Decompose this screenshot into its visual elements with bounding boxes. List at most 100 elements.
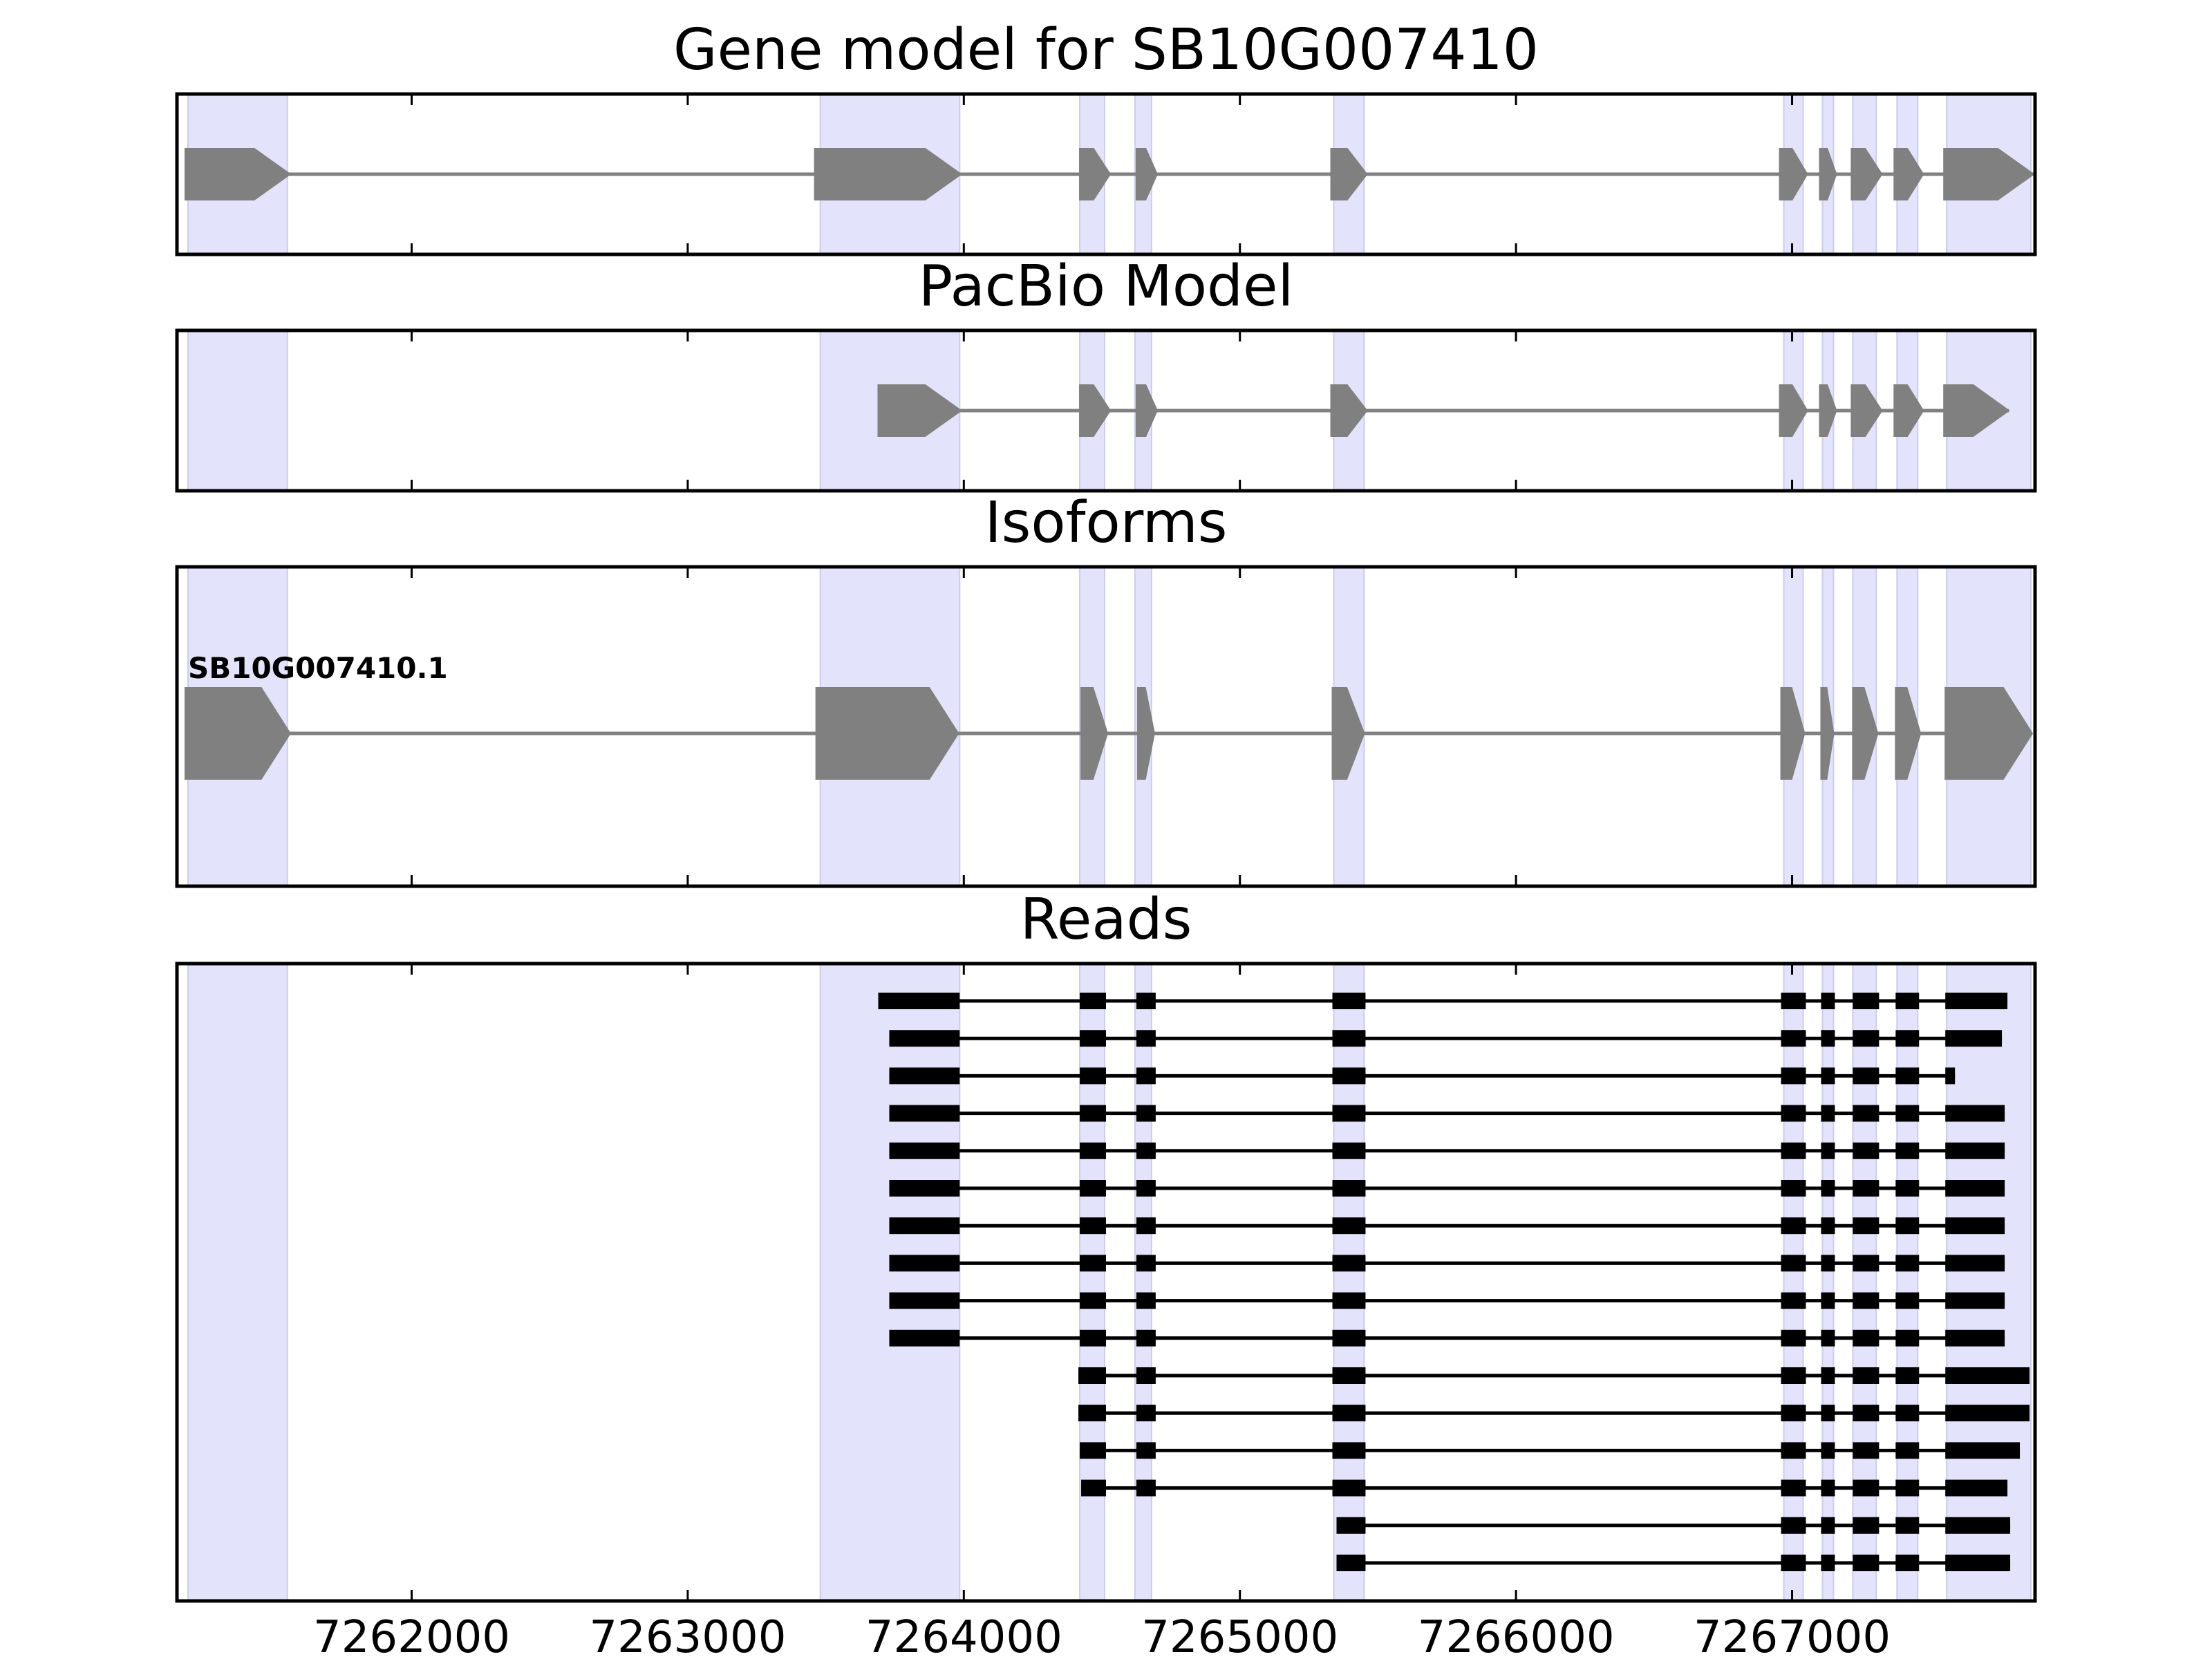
exon-block <box>1820 687 1835 780</box>
read-block <box>1945 993 2008 1009</box>
read-block <box>889 1030 960 1047</box>
read-block <box>1781 1329 1806 1347</box>
read-block <box>1945 1030 2003 1047</box>
highlight-region <box>1079 963 1106 1602</box>
read-row <box>1336 1517 2011 1534</box>
read-block <box>889 1180 960 1197</box>
isoform-label: SB10G007410.1 <box>188 651 448 685</box>
read-block <box>1945 1142 2005 1159</box>
read-block <box>1080 1180 1106 1197</box>
read-block <box>1821 1329 1835 1347</box>
exon-block <box>1852 687 1879 780</box>
read-block <box>1821 1367 1835 1384</box>
exon-block <box>1079 384 1112 437</box>
read-block <box>1821 1030 1835 1047</box>
read-row <box>1078 1367 2030 1384</box>
read-block <box>1781 1442 1806 1459</box>
panel-title-isoforms: Isoforms <box>985 490 1228 556</box>
read-block <box>1781 1367 1806 1384</box>
axes-frame <box>175 92 2037 256</box>
read-block <box>1895 1329 1920 1347</box>
x-tick-label: 7262000 <box>313 1612 510 1659</box>
highlight-region <box>1821 963 1835 1602</box>
read-block <box>1781 1105 1806 1122</box>
highlight-region <box>1946 963 2032 1602</box>
read-block <box>1781 993 1806 1009</box>
highlight-region <box>187 330 288 491</box>
read-block <box>1136 1067 1156 1085</box>
read-row <box>878 993 2008 1009</box>
read-block <box>1853 1405 1880 1422</box>
read-block <box>1895 1180 1920 1197</box>
read-block <box>1781 1479 1806 1497</box>
panel-gene: Gene model for SB10G007410 <box>175 17 2037 256</box>
read-block <box>1336 1555 1366 1571</box>
read-row <box>889 1030 2003 1047</box>
read-row <box>1078 1405 2030 1422</box>
exon-block <box>815 687 959 780</box>
read-row <box>889 1292 2005 1309</box>
read-block <box>1080 1142 1106 1159</box>
exon-block <box>1850 148 1883 200</box>
read-block <box>878 993 960 1009</box>
read-block <box>889 1292 960 1309</box>
read-row <box>1336 1555 2011 1571</box>
read-block <box>1821 1255 1835 1272</box>
read-block <box>1821 1517 1835 1534</box>
read-block <box>1853 1217 1880 1235</box>
read-block <box>1781 1180 1806 1197</box>
read-block <box>1332 1329 1366 1347</box>
read-block <box>1080 1329 1106 1347</box>
read-block <box>1895 1255 1920 1272</box>
read-block <box>1821 1292 1835 1309</box>
highlight-region <box>1896 963 1919 1602</box>
exon-block <box>1136 687 1155 780</box>
read-block <box>1853 1329 1880 1347</box>
read-block <box>1945 1442 2021 1459</box>
read-block <box>1895 1517 1920 1534</box>
exon-block <box>184 687 291 780</box>
read-block <box>1821 1555 1835 1571</box>
highlight-region <box>1134 963 1152 1602</box>
highlight-region <box>1333 963 1365 1602</box>
read-block <box>1821 1105 1835 1122</box>
exon-block <box>814 148 963 200</box>
highlight-region <box>1852 963 1877 1602</box>
read-block <box>1945 1180 2005 1197</box>
exon-block <box>1893 384 1924 437</box>
read-block <box>1781 1255 1806 1272</box>
exon-block <box>1944 687 2034 780</box>
read-block <box>1136 1367 1156 1384</box>
read-block <box>1945 1067 1956 1085</box>
exon-block <box>1330 384 1368 437</box>
panel-title-pacbio: PacBio Model <box>919 254 1294 319</box>
highlight-region <box>1783 963 1804 1602</box>
read-block <box>1332 1367 1366 1384</box>
read-block <box>1853 1180 1880 1197</box>
read-block <box>1853 1067 1880 1085</box>
read-block <box>1136 1217 1156 1235</box>
panel-title-reads: Reads <box>1020 887 1192 953</box>
read-block <box>1895 1217 1920 1235</box>
read-block <box>1853 1105 1880 1122</box>
read-block <box>1895 1479 1920 1497</box>
read-block <box>1821 1405 1835 1422</box>
read-block <box>1781 1405 1806 1422</box>
read-block <box>1781 1217 1806 1235</box>
exon-block <box>877 384 963 437</box>
read-block <box>1821 1217 1835 1235</box>
read-block <box>889 1067 960 1085</box>
read-block <box>1945 1517 2011 1534</box>
highlight-region <box>187 963 288 1602</box>
read-block <box>1853 1517 1880 1534</box>
read-block <box>1332 1405 1366 1422</box>
read-block <box>1945 1105 2005 1122</box>
read-block <box>1136 1030 1156 1047</box>
read-block <box>1332 1217 1366 1235</box>
read-block <box>1853 1555 1880 1571</box>
read-block <box>1853 1142 1880 1159</box>
read-block <box>1821 1479 1835 1497</box>
exon-block <box>1850 384 1883 437</box>
read-block <box>1821 993 1835 1009</box>
read-block <box>1895 993 1920 1009</box>
